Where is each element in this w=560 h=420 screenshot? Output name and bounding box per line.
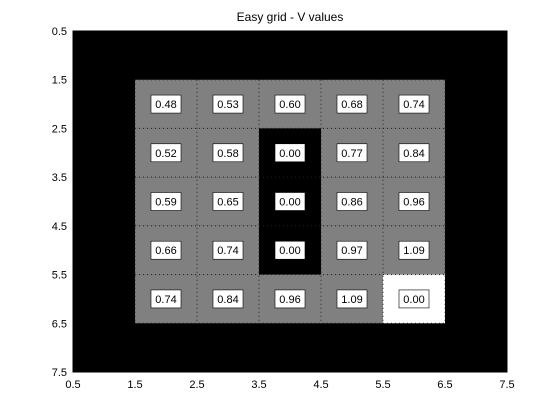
value-label: 0.53 bbox=[217, 99, 238, 111]
value-label-box bbox=[150, 192, 182, 211]
x-tick-label: 1.5 bbox=[127, 379, 142, 391]
value-label: 0.00 bbox=[279, 197, 300, 209]
value-label: 0.59 bbox=[155, 197, 176, 209]
value-label: 0.96 bbox=[279, 294, 300, 306]
value-label: 0.00 bbox=[279, 148, 300, 160]
value-label: 0.52 bbox=[155, 148, 176, 160]
value-label-box bbox=[150, 289, 182, 309]
x-axis-ticks: 0.5 1.5 2.5 3.5 4.5 5.5 6.5 7.5 bbox=[65, 368, 515, 391]
value-label-box bbox=[336, 289, 368, 309]
chart-title: Easy grid - V values bbox=[237, 10, 344, 24]
value-label-box bbox=[274, 240, 306, 260]
value-label-box bbox=[398, 289, 430, 309]
x-tick-label: 4.5 bbox=[313, 379, 328, 391]
value-label: 0.77 bbox=[341, 148, 362, 160]
value-label-box bbox=[212, 289, 244, 309]
value-label-box bbox=[274, 192, 306, 211]
value-label-box bbox=[150, 143, 182, 163]
value-label: 1.09 bbox=[341, 294, 362, 306]
y-tick-label: 2.5 bbox=[52, 123, 67, 135]
grid-layer bbox=[134, 79, 446, 324]
value-label-box bbox=[274, 143, 306, 163]
value-label: 0.74 bbox=[155, 294, 176, 306]
x-tick-label: 6.5 bbox=[437, 379, 452, 391]
y-tick-label: 1.5 bbox=[52, 75, 67, 87]
value-label-box bbox=[336, 192, 368, 211]
value-label-box bbox=[398, 240, 430, 260]
value-label: 0.84 bbox=[403, 148, 424, 160]
value-label-box bbox=[150, 240, 182, 260]
value-label: 0.86 bbox=[341, 197, 362, 209]
value-label-box bbox=[336, 94, 368, 114]
x-tick-label: 5.5 bbox=[375, 379, 390, 391]
x-tick-label: 0.5 bbox=[65, 379, 80, 391]
value-label-box bbox=[336, 240, 368, 260]
y-tick-label: 6.5 bbox=[52, 318, 67, 330]
value-label-box bbox=[398, 94, 430, 114]
x-tick-label: 2.5 bbox=[189, 379, 204, 391]
value-label-box bbox=[212, 240, 244, 260]
value-label-box bbox=[398, 143, 430, 163]
value-label: 0.74 bbox=[217, 245, 238, 257]
value-label: 0.97 bbox=[341, 245, 362, 257]
x-tick-label: 7.5 bbox=[499, 379, 514, 391]
value-label: 0.60 bbox=[279, 99, 300, 111]
value-label-box bbox=[336, 143, 368, 163]
y-tick-label: 7.5 bbox=[52, 367, 67, 379]
y-tick-label: 0.5 bbox=[52, 26, 67, 38]
x-tick-label: 3.5 bbox=[251, 379, 266, 391]
y-tick-label: 3.5 bbox=[52, 172, 67, 184]
value-label: 1.09 bbox=[403, 245, 424, 257]
y-tick-label: 4.5 bbox=[52, 221, 67, 233]
cells-layer bbox=[135, 79, 445, 324]
y-tick-label: 5.5 bbox=[52, 270, 67, 282]
value-labels-layer: 0.48 0.53 0.60 0.68 0.74 0.52 0.58 0.00 0.77 0.84… bbox=[150, 94, 430, 309]
value-label: 0.84 bbox=[217, 294, 238, 306]
value-label: 0.48 bbox=[155, 99, 176, 111]
value-label-box bbox=[212, 94, 244, 114]
value-label: 0.68 bbox=[341, 99, 362, 111]
value-label: 0.66 bbox=[155, 245, 176, 257]
plot-frame bbox=[72, 30, 508, 373]
value-label: 0.96 bbox=[403, 197, 424, 209]
value-label-box bbox=[150, 94, 182, 114]
value-label-box bbox=[212, 143, 244, 163]
value-label-box bbox=[274, 289, 306, 309]
value-label-box bbox=[212, 192, 244, 211]
value-label-box bbox=[398, 192, 430, 211]
value-label: 0.74 bbox=[403, 99, 424, 111]
value-label: 0.00 bbox=[279, 245, 300, 257]
value-label: 0.65 bbox=[217, 197, 238, 209]
y-axis-ticks: 0.5 1.5 2.5 3.5 4.5 5.5 6.5 7.5 bbox=[52, 26, 77, 379]
value-label: 0.00 bbox=[403, 294, 424, 306]
value-label: 0.58 bbox=[217, 148, 238, 160]
value-label-box bbox=[274, 94, 306, 114]
